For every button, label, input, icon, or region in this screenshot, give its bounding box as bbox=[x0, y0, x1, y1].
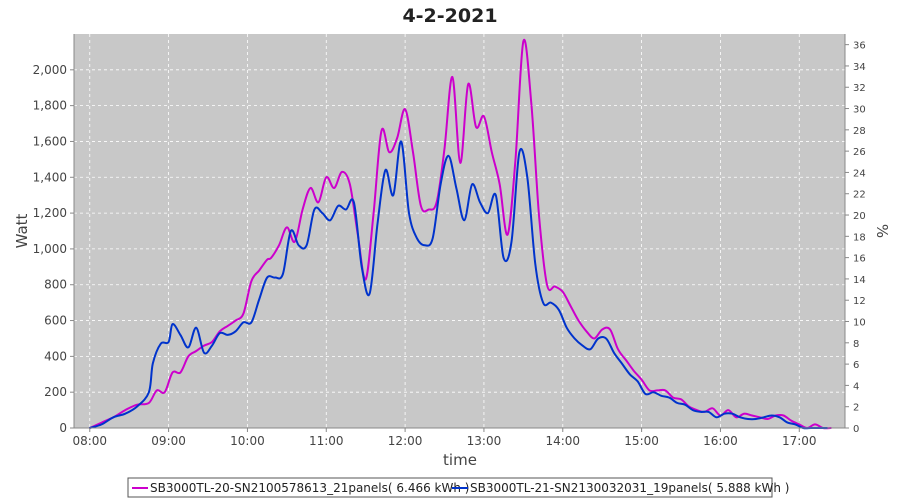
y-tick-label: 200 bbox=[44, 385, 67, 399]
x-tick-label: 14:00 bbox=[545, 434, 580, 448]
x-tick-label: 16:00 bbox=[703, 434, 738, 448]
legend: SB3000TL-20-SN2100578613_21panels( 6.466… bbox=[127, 477, 789, 498]
x-tick-label: 17:00 bbox=[782, 434, 817, 448]
y2-tick-label: 6 bbox=[853, 360, 859, 371]
y-tick-label: 1,000 bbox=[33, 242, 67, 256]
y2-tick-label: 18 bbox=[853, 232, 866, 243]
x-tick-label: 15:00 bbox=[624, 434, 659, 448]
x-tick-label: 12:00 bbox=[388, 434, 423, 448]
y-axis-ticks: 0 200 400 600 800 1,000 1,200 1,400 1,600 1,800 2,… bbox=[33, 63, 74, 435]
y2-tick-label: 8 bbox=[853, 339, 859, 350]
y2-tick-label: 30 bbox=[853, 105, 866, 116]
y2-tick-label: 14 bbox=[853, 275, 866, 286]
y-tick-label: 800 bbox=[44, 278, 67, 292]
y-tick-label: 1,400 bbox=[33, 170, 67, 184]
y2-tick-label: 28 bbox=[853, 126, 866, 137]
series-line-2 bbox=[88, 140, 828, 430]
y2-tick-label: 36 bbox=[853, 41, 866, 52]
y2-tick-label: 32 bbox=[853, 83, 866, 94]
x-axis-label: time bbox=[443, 451, 477, 469]
legend-label-series-2: SB3000TL-21-SN2130032031_19panels( 5.888… bbox=[470, 481, 789, 495]
y2-tick-label: 16 bbox=[853, 254, 866, 265]
x-axis-ticks: 08:00 09:00 10:00 11:00 12:00 13:00 14:00 15:00… bbox=[72, 428, 817, 448]
chart-title: 4-2-2021 bbox=[402, 5, 497, 27]
x-tick-label: 09:00 bbox=[151, 434, 186, 448]
y2-tick-label: 26 bbox=[853, 147, 866, 158]
y2-tick-label: 2 bbox=[853, 403, 859, 414]
y-tick-label: 0 bbox=[59, 421, 67, 435]
y-axis-label: Watt bbox=[13, 213, 31, 248]
y2-tick-label: 22 bbox=[853, 190, 866, 201]
y-tick-label: 1,200 bbox=[33, 206, 67, 220]
y-tick-label: 400 bbox=[44, 349, 67, 363]
y2-tick-label: 20 bbox=[853, 211, 866, 222]
legend-box bbox=[127, 477, 773, 498]
series-line-1 bbox=[88, 38, 832, 430]
y2-tick-label: 0 bbox=[853, 424, 859, 435]
x-tick-label: 08:00 bbox=[72, 434, 107, 448]
y2-axis-label: % bbox=[873, 224, 891, 238]
x-tick-label: 13:00 bbox=[467, 434, 502, 448]
y-tick-label: 2,000 bbox=[33, 63, 67, 77]
y2-tick-label: 34 bbox=[853, 62, 866, 73]
legend-label-series-1: SB3000TL-20-SN2100578613_21panels( 6.466… bbox=[150, 481, 469, 495]
x-tick-label: 10:00 bbox=[230, 434, 265, 448]
y2-tick-label: 4 bbox=[853, 381, 859, 392]
y2-tick-label: 24 bbox=[853, 168, 866, 179]
y-tick-label: 600 bbox=[44, 314, 67, 328]
x-tick-label: 11:00 bbox=[309, 434, 344, 448]
y2-tick-label: 12 bbox=[853, 296, 866, 307]
y2-tick-label: 10 bbox=[853, 318, 866, 329]
series-lines bbox=[88, 38, 832, 430]
y-tick-label: 1,800 bbox=[33, 99, 67, 113]
grid-lines bbox=[74, 34, 845, 429]
y-tick-label: 1,600 bbox=[33, 134, 67, 148]
plot-area bbox=[74, 34, 845, 428]
